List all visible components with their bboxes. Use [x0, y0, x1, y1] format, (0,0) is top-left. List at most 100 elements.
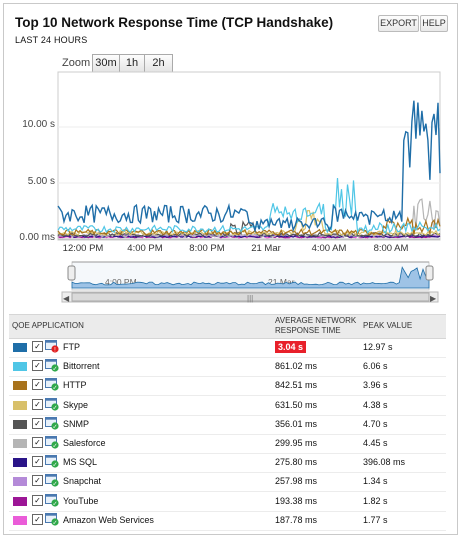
avg-response-time: 275.80 ms: [275, 457, 318, 468]
avg-response-time: 631.50 ms: [275, 399, 318, 410]
app-alert-icon: !: [45, 340, 59, 353]
x-tick-label: 8:00 AM: [374, 243, 409, 254]
series-visibility-checkbox[interactable]: ✓: [32, 475, 43, 487]
table-row[interactable]: ✓ ✓ Salesforce 299.95 ms 4.45 s: [9, 434, 446, 454]
peak-value: 12.97 s: [363, 342, 393, 352]
svg-text:✓: ✓: [52, 482, 57, 488]
table-row[interactable]: ✓ ✓ SNMP 356.01 ms 4.70 s: [9, 415, 446, 435]
app-ok-icon: ✓: [45, 474, 59, 487]
svg-text:✓: ✓: [52, 520, 57, 526]
table-row[interactable]: ✓ ✓ MS SQL 275.80 ms 396.08 ms: [9, 453, 446, 474]
col-header-avg-line1: AVERAGE NETWORK: [275, 316, 357, 325]
widget-title: Top 10 Network Response Time (TCP Handsh…: [15, 15, 334, 30]
series-color-swatch: [13, 439, 27, 448]
app-name[interactable]: Skype: [63, 399, 89, 410]
svg-text:✓: ✓: [52, 386, 57, 392]
svg-text:✓: ✓: [52, 366, 57, 372]
peak-value: 4.45 s: [363, 438, 388, 448]
avg-response-time: 193.38 ms: [275, 495, 318, 506]
export-button[interactable]: EXPORT: [378, 15, 419, 32]
app-ok-icon: ✓: [45, 359, 59, 372]
col-header-avg-line2: RESPONSE TIME: [275, 326, 341, 335]
table-row[interactable]: ✓ ✓ Amazon Web Services 187.78 ms 1.77 s: [9, 511, 446, 531]
series-layer: [57, 100, 441, 239]
app-name[interactable]: SNMP: [63, 418, 90, 429]
response-time-chart[interactable]: 10.00 s 5.00 s 0.00 ms 12:00 PM 4:00 PM …: [0, 0, 464, 310]
avg-response-time: 3.04 s: [275, 341, 307, 353]
app-ok-icon: ✓: [45, 436, 59, 449]
navigator-label: 4:00 PM: [105, 277, 137, 287]
peak-value: 4.38 s: [363, 399, 388, 410]
navigator-right-handle[interactable]: [425, 265, 434, 281]
table-row[interactable]: ✓! FTP 3.04 s 12.97 s: [9, 338, 446, 358]
table-row[interactable]: ✓ ✓ Bittorrent 861.02 ms 6.06 s: [9, 357, 446, 378]
series-visibility-checkbox[interactable]: ✓: [32, 398, 43, 410]
table-row[interactable]: ✓ ✓ Snapchat 257.98 ms 1.34 s: [9, 472, 446, 493]
series-visibility-checkbox[interactable]: ✓: [32, 360, 43, 372]
peak-value: 3.96 s: [363, 380, 388, 391]
app-name[interactable]: YouTube: [63, 495, 99, 506]
table-row[interactable]: ✓ ✓ HTTP 842.51 ms 3.96 s: [9, 376, 446, 397]
scroll-right-arrow-icon[interactable]: ▶: [430, 294, 437, 303]
series-line-bittorrent: [57, 178, 441, 235]
plot-area: [57, 71, 441, 241]
series-visibility-checkbox[interactable]: ✓: [32, 456, 43, 468]
svg-text:✓: ✓: [52, 443, 57, 449]
y-tick-label: 5.00 s: [28, 176, 55, 187]
peak-value: 1.34 s: [363, 476, 388, 487]
avg-response-time: 299.95 ms: [275, 438, 318, 448]
series-color-swatch: [13, 458, 27, 468]
series-visibility-checkbox[interactable]: ✓: [32, 494, 43, 506]
series-visibility-checkbox[interactable]: ✓: [32, 379, 43, 391]
app-name[interactable]: FTP: [63, 342, 80, 352]
peak-value: 4.70 s: [363, 418, 388, 429]
series-visibility-checkbox[interactable]: ✓: [32, 437, 43, 448]
series-visibility-checkbox[interactable]: ✓: [32, 341, 43, 352]
app-name[interactable]: Snapchat: [63, 476, 102, 487]
navigator-left-handle[interactable]: [67, 265, 76, 281]
avg-response-time: 257.98 ms: [275, 476, 318, 487]
help-button[interactable]: HELP: [420, 15, 448, 32]
x-tick-label: 12:00 PM: [63, 243, 104, 254]
series-visibility-checkbox[interactable]: ✓: [32, 417, 43, 429]
scrollbar-thumb[interactable]: [71, 292, 430, 302]
table-row[interactable]: ✓ ✓ Skype 631.50 ms 4.38 s: [9, 396, 446, 416]
series-color-swatch: [13, 343, 27, 352]
scroll-left-arrow-icon[interactable]: ◀: [63, 294, 70, 303]
avg-response-time: 187.78 ms: [275, 514, 318, 525]
app-ok-icon: ✓: [45, 416, 59, 430]
app-name[interactable]: Bittorrent: [63, 361, 100, 372]
peak-value: 1.77 s: [363, 514, 388, 525]
y-tick-label: 0.00 ms: [19, 232, 55, 243]
col-header-app: QOE APPLICATION: [12, 321, 84, 330]
series-line-ms-sql: [57, 234, 441, 238]
zoom-30m-button[interactable]: 30m: [92, 54, 120, 73]
series-color-swatch: [13, 400, 27, 410]
app-ok-icon: ✓: [45, 455, 59, 468]
zoom-label: Zoom: [62, 57, 91, 69]
app-name[interactable]: MS SQL: [63, 457, 98, 468]
svg-text:✓: ✓: [52, 501, 57, 507]
series-line-http: [57, 216, 441, 236]
app-ok-icon: ✓: [45, 512, 59, 526]
series-line-ftp: [57, 100, 441, 234]
app-ok-icon: ✓: [45, 378, 59, 391]
app-name[interactable]: HTTP: [63, 380, 87, 391]
peak-value: 6.06 s: [363, 361, 388, 372]
app-name[interactable]: Amazon Web Services: [63, 514, 154, 525]
time-range-label: LAST 24 HOURS: [15, 35, 88, 45]
peak-value: 396.08 ms: [363, 457, 406, 468]
series-visibility-checkbox[interactable]: ✓: [32, 513, 43, 525]
x-tick-label: 4:00 AM: [312, 243, 347, 254]
series-color-swatch: [13, 496, 27, 506]
peak-value: 1.82 s: [363, 495, 388, 506]
avg-response-time: 842.51 ms: [275, 380, 318, 391]
series-color-swatch: [13, 362, 27, 372]
app-name[interactable]: Salesforce: [63, 438, 106, 448]
navigator-label: 21 Mar: [268, 277, 295, 287]
svg-text:!: !: [54, 347, 56, 353]
table-row[interactable]: ✓ ✓ YouTube 193.38 ms 1.82 s: [9, 492, 446, 512]
y-tick-label: 10.00 s: [22, 119, 55, 130]
avg-response-time: 861.02 ms: [275, 361, 318, 372]
navigator-series: [71, 266, 430, 289]
